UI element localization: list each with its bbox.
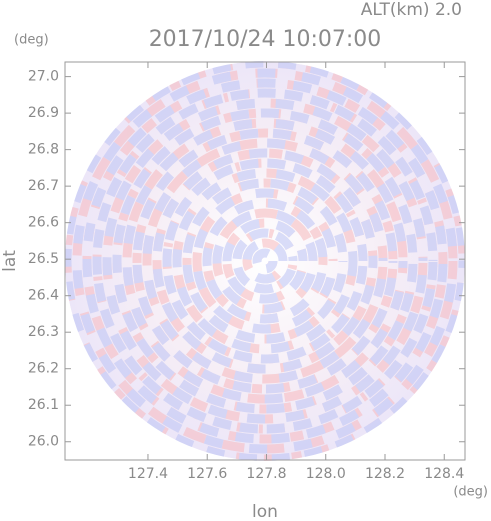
texture-ring xyxy=(122,118,408,404)
x-tick-label: 127.4 xyxy=(128,466,168,482)
texture-ring xyxy=(102,98,428,424)
texture-ring xyxy=(92,88,438,434)
texture-ring xyxy=(72,68,458,454)
x-tick-label: 128.4 xyxy=(424,466,464,482)
texture-ring xyxy=(152,148,378,374)
x-tick-label: 127.8 xyxy=(246,466,286,482)
altitude-label: ALT(km) 2.0 xyxy=(361,0,462,20)
texture-ring xyxy=(132,128,398,394)
y-unit: (deg) xyxy=(14,33,49,48)
texture-ring xyxy=(65,61,465,461)
texture-ring xyxy=(172,168,358,354)
y-tick-label: 26.9 xyxy=(28,105,59,121)
y-tick-label: 27.0 xyxy=(28,69,59,85)
texture-ring xyxy=(112,108,418,414)
radar-field xyxy=(65,61,465,461)
plot-frame xyxy=(64,61,466,461)
texture-ring xyxy=(182,178,348,344)
texture-ring xyxy=(142,138,388,384)
y-tick-label: 26.2 xyxy=(28,361,59,377)
x-tick-label: 128.0 xyxy=(306,466,346,482)
texture-ring xyxy=(222,218,308,304)
y-tick-label: 26.7 xyxy=(28,178,59,194)
texture-ring xyxy=(202,198,328,324)
y-tick-label: 26.3 xyxy=(28,324,59,340)
x-tick-label: 127.6 xyxy=(187,466,227,482)
texture-ring xyxy=(182,178,348,344)
texture-ring xyxy=(212,208,318,314)
y-tick-label: 26.4 xyxy=(28,288,59,304)
texture-ring xyxy=(202,198,328,324)
y-tick-label: 26.1 xyxy=(28,397,59,413)
x-tick-label: 128.2 xyxy=(365,466,405,482)
texture-ring xyxy=(252,248,278,274)
x-axis-label: lon xyxy=(252,502,278,521)
y-tick-label: 26.8 xyxy=(28,142,59,158)
y-tick-label: 26.5 xyxy=(28,251,59,267)
y-tick-label: 26.0 xyxy=(28,434,59,450)
y-tick-label: 26.6 xyxy=(28,215,59,231)
texture-ring xyxy=(82,78,448,444)
x-unit: (deg) xyxy=(453,485,488,500)
y-axis-label: lat xyxy=(0,250,20,272)
texture-ring xyxy=(162,158,368,364)
texture-ring xyxy=(112,108,418,414)
chart-title: 2017/10/24 10:07:00 xyxy=(149,27,382,52)
texture-ring xyxy=(242,238,288,284)
texture-ring xyxy=(192,188,338,334)
texture-ring xyxy=(132,128,398,394)
texture-ring xyxy=(232,228,298,294)
